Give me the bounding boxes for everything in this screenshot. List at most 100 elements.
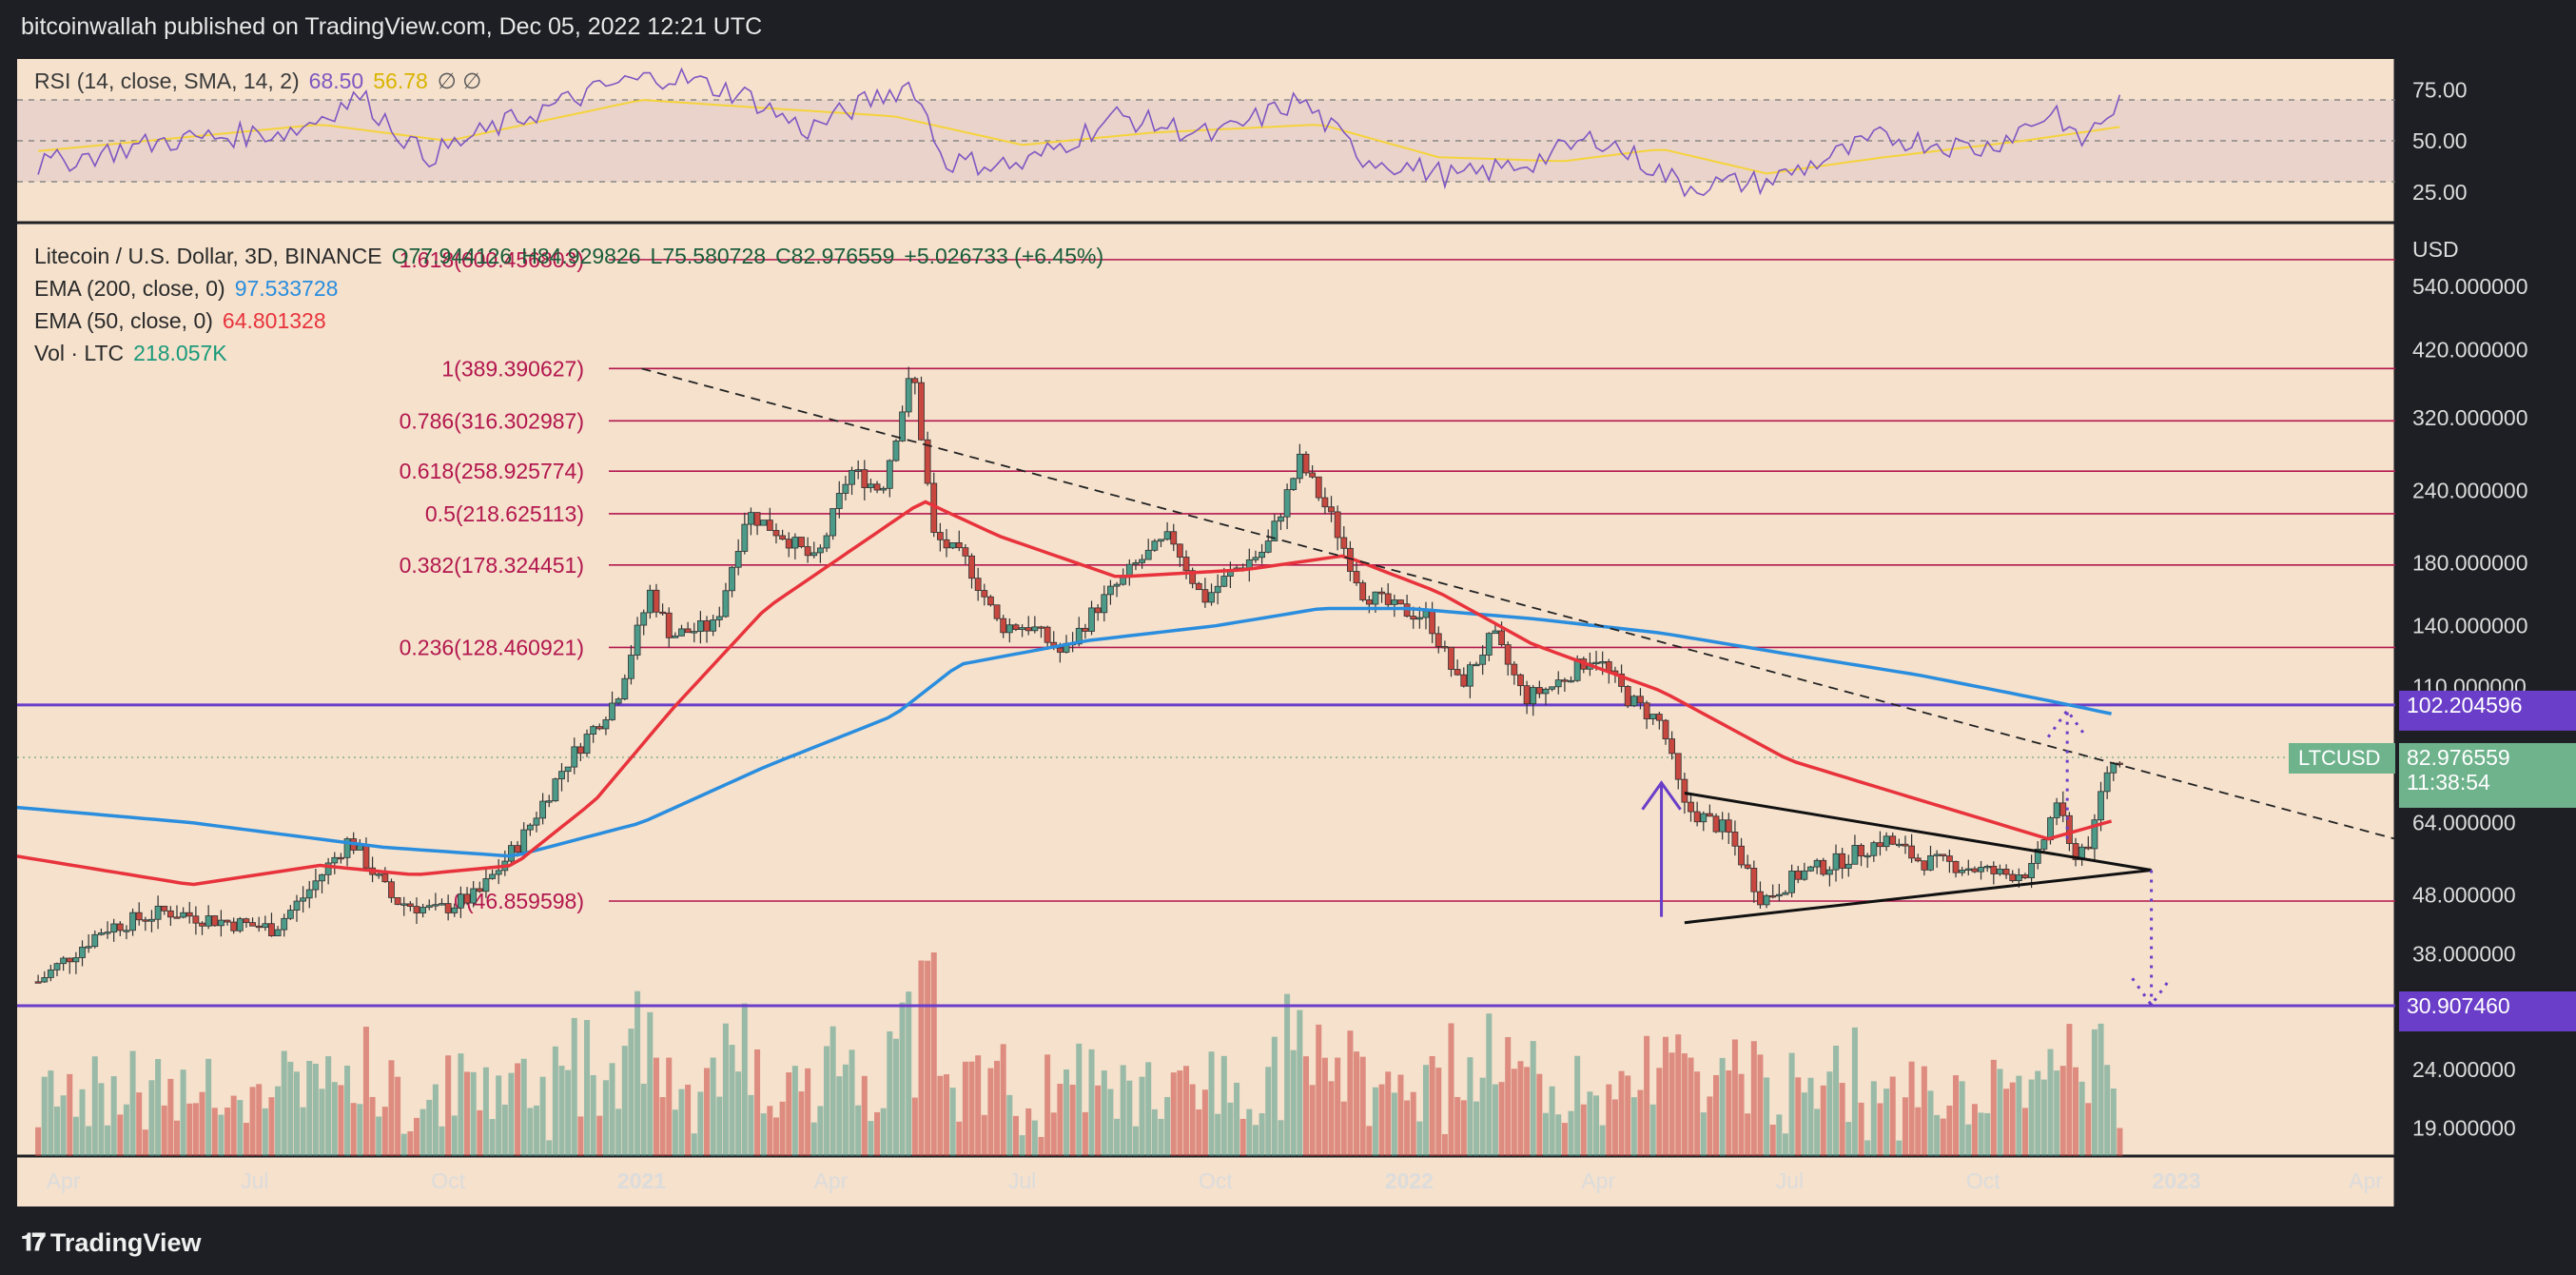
volume-bar <box>1284 993 1291 1156</box>
time-tick-label: Jul <box>1776 1168 1804 1193</box>
candle-body <box>1952 860 1960 873</box>
volume-label: Vol · LTC <box>34 341 125 365</box>
volume-bar <box>1177 1070 1183 1156</box>
volume-bar <box>590 1074 596 1156</box>
time-tick-label: Oct <box>1966 1168 2000 1193</box>
candle-body <box>1637 696 1644 704</box>
candle-body <box>1889 835 1897 845</box>
volume-bar <box>199 1091 205 1156</box>
candle-body <box>470 888 478 904</box>
volume-bar <box>1025 1108 1032 1156</box>
candle-body <box>1511 663 1518 676</box>
volume-bar <box>192 1103 199 1156</box>
brand[interactable]: 𝟏𝟕 TradingView <box>21 1227 201 1258</box>
legend-change: +5.026733 (+6.45%) <box>904 244 1104 268</box>
volume-bar <box>1006 1094 1013 1156</box>
price-tick-label: 38.000000 <box>2412 941 2516 966</box>
candle-body <box>943 539 950 549</box>
candle-body <box>388 881 395 898</box>
candle-body <box>1851 845 1859 865</box>
volume-bar <box>186 1103 193 1156</box>
candle-body <box>1908 845 1916 859</box>
legend-open: O77.944126 <box>391 244 513 268</box>
candle-body <box>1195 582 1202 591</box>
candle-body <box>1296 453 1303 480</box>
last-price-tag[interactable] <box>2399 742 2576 808</box>
triangle-lower-line[interactable] <box>1684 868 2152 925</box>
volume-bar <box>981 1114 987 1156</box>
volume-bar <box>72 1116 79 1156</box>
volume-bar <box>1189 1084 1196 1156</box>
candle-body <box>274 929 282 936</box>
candle-body <box>324 862 332 875</box>
candle-body <box>1397 599 1404 605</box>
candle-body <box>2002 869 2010 875</box>
level-tag-bottom[interactable] <box>2399 991 2576 1032</box>
volume-bar <box>937 1075 944 1156</box>
descending-trendline[interactable] <box>641 367 2396 840</box>
volume-bar <box>729 1045 735 1156</box>
volume-bar <box>275 1086 282 1156</box>
volume-bar <box>1731 1039 1738 1156</box>
candle-body <box>1599 661 1607 664</box>
volume-bar <box>1435 1068 1442 1156</box>
price-tick-label: 320.000000 <box>2412 405 2528 430</box>
symbol-tag[interactable] <box>2289 742 2395 774</box>
volume-bar <box>1201 1089 1208 1156</box>
candle-body <box>104 932 111 934</box>
ema200-legend: EMA (200, close, 0) 97.533728 <box>34 276 347 302</box>
triangle-upper-line[interactable] <box>1684 792 2152 872</box>
candle-body <box>1208 592 1215 603</box>
volume-bar <box>1473 1101 1480 1156</box>
candle-body <box>1139 559 1145 563</box>
volume-bar <box>1227 1102 1234 1156</box>
price-tick-label: 180.000000 <box>2412 550 2528 575</box>
candle-body <box>1038 626 1044 629</box>
volume-bar <box>357 1104 363 1156</box>
candle-body <box>849 469 855 485</box>
volume-bar <box>123 1104 129 1156</box>
volume-bar <box>262 1108 268 1156</box>
candle-body <box>268 923 275 936</box>
candle-body <box>710 619 717 632</box>
candle-body <box>1384 593 1392 605</box>
volume-bar <box>754 1049 761 1156</box>
level-tag-top[interactable] <box>2399 690 2576 731</box>
volume-legend: Vol · LTC 218.057K <box>34 341 237 366</box>
volume-bar <box>520 1058 527 1156</box>
volume-bar <box>1410 1091 1416 1156</box>
candle-body <box>262 923 269 929</box>
volume-bar <box>1252 1125 1259 1156</box>
candle-body <box>2084 846 2092 850</box>
candle-body <box>1101 594 1108 614</box>
volume-bar <box>1644 1035 1650 1156</box>
volume-bar <box>975 1055 982 1156</box>
candle-body <box>1359 582 1367 600</box>
volume-bar <box>609 1063 615 1156</box>
volume-bar <box>1467 1057 1473 1156</box>
candle-body <box>394 897 401 905</box>
ema50-legend: EMA (50, close, 0) 64.801328 <box>34 308 336 334</box>
candle-body <box>1674 753 1682 780</box>
volume-bar <box>1738 1073 1745 1156</box>
volume-bar <box>1606 1084 1612 1156</box>
volume-bar <box>956 1121 963 1156</box>
volume-bar <box>1335 1057 1341 1156</box>
candle-body <box>545 800 553 803</box>
candle-body <box>1978 867 1984 873</box>
candle-body <box>1649 714 1657 719</box>
candle-body <box>1688 801 1694 813</box>
volume-bar <box>1889 1076 1896 1156</box>
candle-body <box>1315 476 1322 499</box>
candle-body <box>1858 845 1864 857</box>
volume-bar <box>2085 1103 2092 1156</box>
volume-bar <box>224 1108 231 1156</box>
volume-bar <box>1391 1092 1397 1156</box>
volume-bar <box>1082 1111 1088 1156</box>
volume-bar <box>2035 1070 2041 1156</box>
chart-background <box>17 59 2395 1206</box>
volume-bar <box>810 1122 817 1156</box>
volume-bar <box>1864 1140 1871 1156</box>
volume-bar <box>1788 1052 1795 1156</box>
